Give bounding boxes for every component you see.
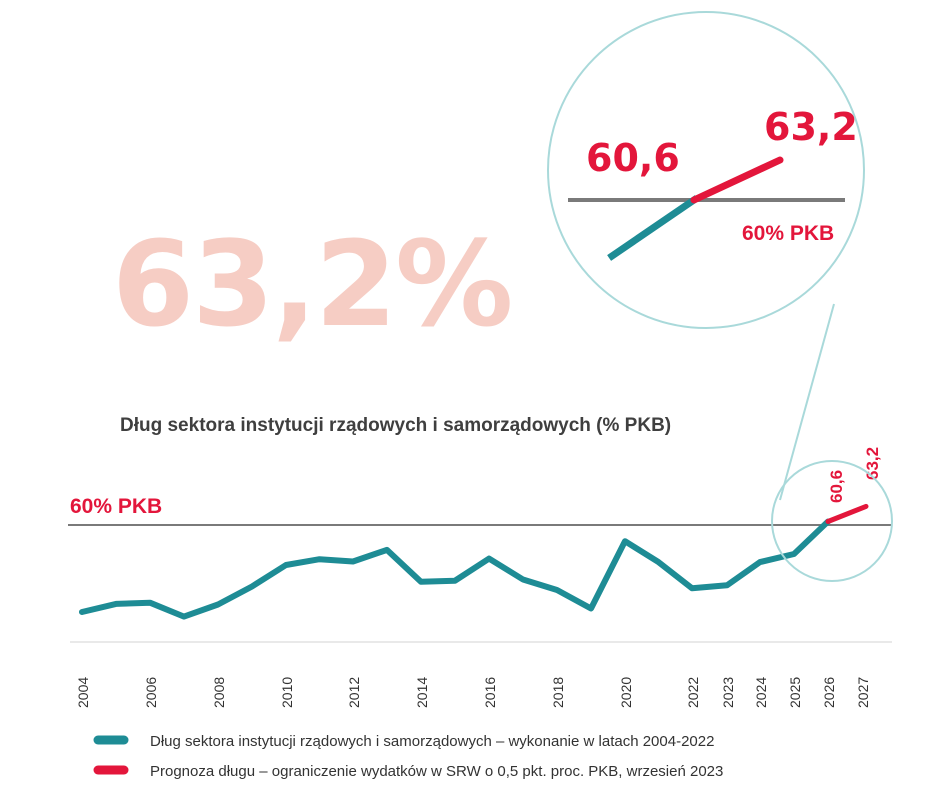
x-tick-label: 2020 <box>618 677 634 708</box>
x-tick-label: 2010 <box>279 677 295 708</box>
x-tick-label: 2022 <box>685 677 701 708</box>
series-line-forecast <box>825 503 869 524</box>
zoom-connector <box>779 303 835 501</box>
legend: Dług sektora instytucji rządowych i samo… <box>93 733 723 780</box>
x-tick-label: 2027 <box>855 677 871 708</box>
zoom-inset-actual-line <box>607 195 699 261</box>
x-tick-label: 2024 <box>753 677 769 708</box>
x-tick-label: 2006 <box>143 677 159 708</box>
data-label-2026: 60,6 <box>827 470 846 503</box>
x-tick-label: 2016 <box>482 677 498 708</box>
x-tick-label: 2008 <box>211 677 227 708</box>
zoom-inset-left-label: 60,6 <box>586 136 680 180</box>
x-tick-label: 2025 <box>787 677 803 708</box>
zoom-inset: 60,6 63,2 60% PKB <box>547 11 865 329</box>
x-axis-tick-labels: 2004 2006 2008 2010 2012 2014 2016 2018 … <box>75 677 871 708</box>
x-tick-label: 2012 <box>346 677 362 708</box>
zoom-inset-right-label: 63,2 <box>764 105 858 149</box>
x-tick-label: 2014 <box>414 677 430 708</box>
legend-label-forecast: Prognoza długu – ograniczenie wydatków w… <box>150 763 723 780</box>
zoom-inset-reference-label: 60% PKB <box>742 222 834 245</box>
x-tick-label: 2023 <box>720 677 736 708</box>
zoom-inset-forecast-line <box>690 156 784 204</box>
reference-line-label: 60% PKB <box>70 495 162 518</box>
zoom-source-circle <box>771 460 893 582</box>
series-line-actual <box>79 518 831 620</box>
data-label-2027: 63,2 <box>863 447 882 480</box>
x-tick-label: 2018 <box>550 677 566 708</box>
headline-value: 63,2% <box>112 215 511 353</box>
chart-title: Dług sektora instytucji rządowych i samo… <box>120 415 671 436</box>
legend-label-actual: Dług sektora instytucji rządowych i samo… <box>150 733 714 750</box>
x-tick-label: 2004 <box>75 677 91 708</box>
x-tick-label: 2026 <box>821 677 837 708</box>
